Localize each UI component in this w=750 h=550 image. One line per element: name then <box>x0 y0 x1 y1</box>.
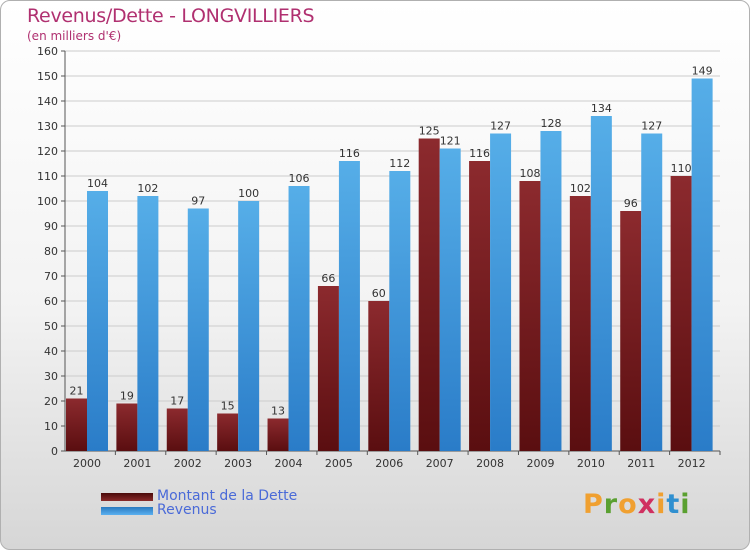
y-tick-label: 0 <box>51 445 58 458</box>
x-tick-label: 2006 <box>375 457 403 470</box>
y-tick-label: 60 <box>44 295 58 308</box>
x-tick-label: 2011 <box>627 457 655 470</box>
data-label-dette: 17 <box>170 395 184 408</box>
bar-revenus <box>641 133 663 451</box>
data-label-revenus: 127 <box>641 120 662 133</box>
data-label-dette: 15 <box>221 400 235 413</box>
bar-revenus <box>187 208 209 451</box>
data-label-dette: 108 <box>519 167 540 180</box>
y-tick-label: 100 <box>37 195 58 208</box>
data-label-revenus: 106 <box>289 172 310 185</box>
y-tick-label: 80 <box>44 245 58 258</box>
y-tick-label: 10 <box>44 420 58 433</box>
legend-label-dette: Montant de la Dette <box>157 488 298 504</box>
y-tick-label: 150 <box>37 70 58 83</box>
logo-letter: i <box>680 489 691 520</box>
bar-revenus <box>338 161 360 451</box>
x-tick-label: 2005 <box>325 457 353 470</box>
data-label-revenus: 112 <box>389 157 410 170</box>
x-tick-label: 2012 <box>678 457 706 470</box>
data-label-revenus: 127 <box>490 120 511 133</box>
proxiti-logo: Proxiti <box>583 489 691 520</box>
data-label-dette: 116 <box>469 147 490 160</box>
x-tick-label: 2002 <box>174 457 202 470</box>
bar-dette <box>267 418 289 451</box>
bar-dette <box>217 413 239 451</box>
x-tick-label: 2008 <box>476 457 504 470</box>
data-label-revenus: 102 <box>137 182 158 195</box>
y-tick-label: 140 <box>37 95 58 108</box>
y-tick-label: 70 <box>44 270 58 283</box>
bar-revenus <box>238 201 260 451</box>
bar-dette <box>317 286 339 451</box>
data-label-dette: 13 <box>271 405 285 418</box>
data-label-dette: 21 <box>70 385 84 398</box>
bar-dette <box>116 403 138 451</box>
x-tick-label: 2010 <box>577 457 605 470</box>
data-label-revenus: 97 <box>191 195 205 208</box>
legend-swatch-dette <box>101 493 153 501</box>
y-tick-label: 110 <box>37 170 58 183</box>
bar-revenus <box>540 131 562 451</box>
x-tick-label: 2001 <box>123 457 151 470</box>
data-label-revenus: 116 <box>339 147 360 160</box>
bar-revenus <box>590 116 612 451</box>
bar-dette <box>418 138 440 451</box>
y-tick-label: 160 <box>37 45 58 58</box>
y-tick-label: 90 <box>44 220 58 233</box>
bar-dette <box>469 161 491 451</box>
y-tick-label: 20 <box>44 395 58 408</box>
data-label-revenus: 100 <box>238 187 259 200</box>
logo-letter: P <box>583 489 604 520</box>
data-label-dette: 125 <box>419 125 440 138</box>
bar-revenus <box>137 196 159 451</box>
data-label-revenus: 134 <box>591 102 612 115</box>
chart-subtitle: (en milliers d'€) <box>27 29 122 43</box>
bar-revenus <box>389 171 411 451</box>
logo-letter: i <box>656 489 667 520</box>
legend-swatch-revenus <box>101 507 153 515</box>
bar-dette <box>166 408 188 451</box>
bar-dette <box>519 181 541 451</box>
y-tick-label: 30 <box>44 370 58 383</box>
logo-letter: r <box>603 489 619 520</box>
bar-dette <box>368 301 390 451</box>
bar-dette <box>66 398 87 451</box>
data-label-revenus: 104 <box>87 177 108 190</box>
data-label-revenus: 121 <box>440 135 461 148</box>
data-label-revenus: 149 <box>692 65 713 78</box>
data-label-dette: 60 <box>372 287 386 300</box>
y-tick-label: 130 <box>37 120 58 133</box>
logo-letter: t <box>666 489 681 520</box>
x-tick-label: 2003 <box>224 457 252 470</box>
bar-revenus <box>691 78 713 451</box>
y-tick-label: 120 <box>37 145 58 158</box>
data-label-dette: 19 <box>120 390 134 403</box>
y-tick-label: 50 <box>44 320 58 333</box>
chart-title: Revenus/Dette - LONGVILLIERS <box>27 5 315 27</box>
data-label-revenus: 128 <box>540 117 561 130</box>
logo-letter: o <box>618 489 638 520</box>
bar-revenus <box>490 133 512 451</box>
bar-dette <box>670 176 692 451</box>
x-tick-label: 2007 <box>426 457 454 470</box>
x-tick-label: 2004 <box>275 457 303 470</box>
bar-revenus <box>87 191 108 451</box>
bar-revenus <box>288 186 310 451</box>
x-tick-label: 2000 <box>73 457 101 470</box>
logo-letter: x <box>637 489 657 520</box>
data-label-dette: 96 <box>624 197 638 210</box>
bar-dette <box>620 211 642 451</box>
y-tick-label: 40 <box>44 345 58 358</box>
data-label-dette: 102 <box>570 182 591 195</box>
data-label-dette: 66 <box>321 272 335 285</box>
data-label-dette: 110 <box>671 162 692 175</box>
legend-label-revenus: Revenus <box>157 502 217 518</box>
bar-revenus <box>439 148 461 451</box>
bar-dette <box>569 196 591 451</box>
x-tick-label: 2009 <box>526 457 554 470</box>
